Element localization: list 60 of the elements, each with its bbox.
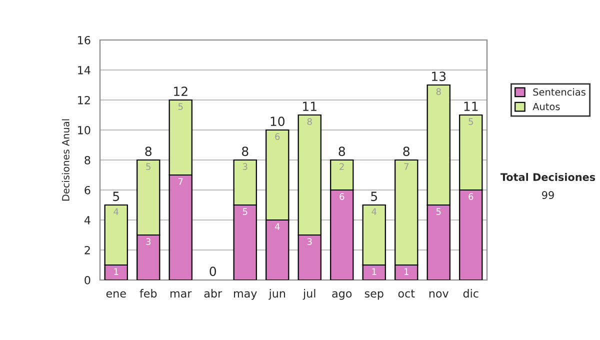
- data-label: 7: [404, 163, 408, 170]
- x-tick-label: abr: [204, 289, 222, 298]
- total-label: 8: [145, 146, 152, 156]
- total-label: 5: [371, 192, 378, 202]
- x-tick-label: jun: [268, 289, 286, 300]
- total-label: 12: [174, 86, 188, 96]
- y-tick-label: 14: [78, 66, 90, 74]
- data-label: 3: [242, 163, 248, 170]
- data-label: 8: [436, 88, 441, 95]
- data-label: 5: [146, 163, 150, 170]
- data-label: 1: [404, 268, 408, 275]
- x-tick-label: nov: [429, 291, 448, 298]
- data-label: 4: [114, 208, 118, 215]
- y-tick-label: 2: [84, 246, 90, 254]
- total-label: 11: [464, 102, 478, 111]
- data-label: 7: [178, 178, 183, 185]
- y-tick-label: 4: [84, 216, 90, 224]
- legend-label: Sentencias: [533, 88, 586, 96]
- x-tick-label: mar: [170, 291, 192, 298]
- y-tick-label: 16: [78, 36, 90, 44]
- y-tick-label: 10: [78, 126, 90, 134]
- total-label: 13: [432, 72, 446, 82]
- data-label: 1: [372, 268, 376, 275]
- total-label: 8: [403, 146, 410, 156]
- y-tick-label: 0: [84, 276, 90, 284]
- x-tick-label: jul: [302, 289, 316, 300]
- total-label: 10: [270, 116, 284, 126]
- y-tick-label: 6: [84, 186, 90, 194]
- data-label: 1: [114, 268, 118, 275]
- data-label: 5: [178, 103, 183, 110]
- data-label: 6: [340, 193, 344, 200]
- text: 99: [542, 191, 554, 200]
- y-tick-label: 12: [78, 96, 90, 104]
- total-label: 8: [338, 146, 345, 156]
- data-label: 4: [274, 223, 280, 230]
- y-tick-label: 8: [84, 156, 90, 164]
- data-label: 5: [468, 118, 473, 125]
- x-tick-label: dic: [463, 289, 478, 298]
- total-label: 11: [303, 102, 316, 111]
- legend-label: Autos: [532, 103, 560, 110]
- total-label: 0: [210, 266, 216, 276]
- x-tick-label: ago: [332, 291, 352, 300]
- data-label: 6: [275, 133, 280, 140]
- data-label: 6: [468, 193, 474, 200]
- x-tick-label: sep: [364, 291, 384, 300]
- data-label: 8: [307, 118, 312, 125]
- total-label: 5: [113, 192, 120, 202]
- y-axis-title: Decisiones Anual: [62, 119, 70, 201]
- x-tick-label: ene: [106, 291, 126, 298]
- data-label: 5: [436, 208, 441, 215]
- data-label: 3: [146, 238, 151, 245]
- total-label: 8: [242, 146, 248, 156]
- x-tick-label: may: [234, 291, 257, 300]
- x-tick-label: oct: [398, 290, 415, 298]
- x-tick-label: feb: [140, 289, 157, 298]
- data-label: 3: [307, 238, 312, 245]
- data-label: 5: [242, 208, 248, 215]
- data-label: 2: [340, 163, 344, 170]
- text: Total Decisiones: [500, 172, 596, 182]
- data-label: 4: [372, 208, 376, 215]
